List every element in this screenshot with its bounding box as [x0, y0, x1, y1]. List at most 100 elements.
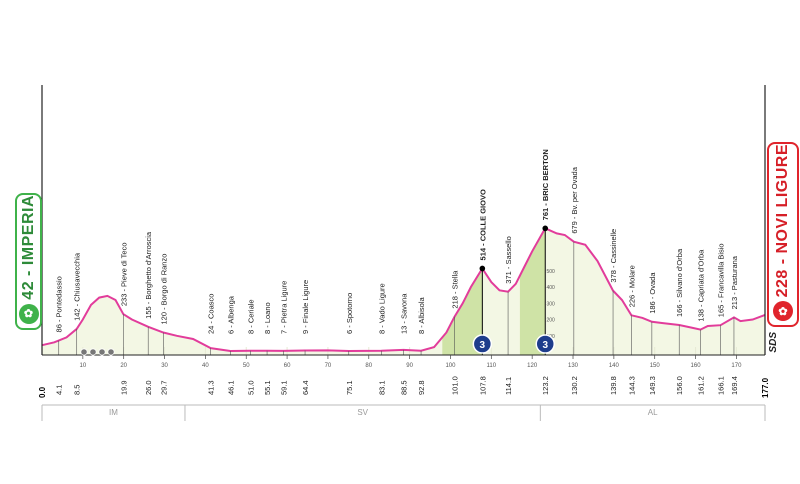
location-distance: 46.1 [226, 380, 235, 395]
location-distance: 51.0 [246, 380, 255, 395]
location-distance: 75.1 [345, 380, 354, 395]
location-label: 8 - Loano [263, 302, 272, 334]
location-label: 218 - Stella [451, 270, 460, 309]
location-distance: 114.1 [504, 377, 513, 395]
location-distance: 88.5 [400, 380, 409, 395]
location-label: 6 - Spotorno [345, 293, 354, 334]
finish-badge: 228 - NOVI LIGURE ✿ [767, 142, 799, 328]
location-label: 155 - Borghetto d'Arroscia [144, 231, 153, 319]
profile-area [42, 228, 765, 355]
location-label: 138 - Capriata d'Orba [696, 249, 705, 322]
region-label: SV [357, 408, 368, 417]
summit-dot [542, 225, 549, 232]
km-tick-label: 60 [284, 363, 291, 369]
km-tick-label: 90 [406, 363, 413, 369]
km-tick-label: 120 [527, 363, 538, 369]
sprint-dot-icon [89, 348, 97, 356]
finish-logo-icon: ✿ [773, 301, 793, 322]
location-label: 24 - Coasco [207, 294, 216, 334]
location-label: 6 - Albenga [226, 295, 235, 334]
location-distance: 144.3 [627, 376, 636, 395]
location-label: 142 - Chiusavecchia [73, 252, 82, 321]
region-label: AL [648, 408, 658, 417]
location-distance: 156.0 [675, 376, 684, 395]
location-label: 120 - Borgo di Ranzo [159, 254, 168, 325]
location-distance: 130.2 [570, 376, 579, 395]
km-tick-label: 150 [650, 363, 661, 369]
km-tick-label: 10 [80, 363, 87, 369]
location-label: 8 - Vado Ligure [377, 283, 386, 334]
km-tick-label: 50 [243, 363, 250, 369]
km-tick-label: 170 [731, 363, 742, 369]
location-distance: 4.1 [55, 385, 64, 395]
location-label: 213 - Pasturana [730, 255, 739, 309]
location-distance: 161.2 [696, 376, 705, 395]
elevation-tick-label: 200 [546, 318, 555, 324]
gpm-badge [535, 334, 555, 354]
location-label: 761 - BRIC BERTON [541, 149, 550, 220]
km-tick-label: 140 [609, 363, 620, 369]
route-distance: 177.0 [761, 377, 770, 398]
km-tick-label: 160 [691, 363, 702, 369]
region-label: IM [109, 408, 118, 417]
location-distance: 123.2 [541, 376, 550, 395]
elevation-tick-label: 400 [546, 285, 555, 291]
location-label: 378 - Cassinelle [609, 229, 618, 283]
location-distance: 55.1 [263, 380, 272, 395]
climb-area [519, 228, 546, 355]
finish-label: 228 - NOVI LIGURE [774, 144, 791, 298]
gpm-badge [472, 334, 493, 354]
location-distance: 166.1 [716, 376, 725, 395]
location-label: 371 - Sassello [504, 236, 513, 284]
location-distance: 107.8 [478, 376, 487, 395]
location-label: 8 - Albisola [417, 296, 426, 334]
location-distance: 149.3 [648, 376, 657, 395]
location-label: 186 - Ovada [648, 272, 657, 314]
km-tick-label: 70 [325, 363, 332, 369]
sprint-dot-icon [80, 348, 88, 356]
sds-mark: SDS [768, 332, 779, 353]
start-label: 42 - IMPERIA [19, 195, 37, 300]
km-tick-label: 100 [445, 363, 456, 369]
elevation-tick-label: 300 [546, 301, 555, 307]
gpm-category: 3 [542, 340, 548, 351]
location-distance: 26.0 [144, 380, 153, 395]
location-distance: 83.1 [377, 380, 386, 395]
start-badge: 42 - IMPERIA ✿ [15, 193, 42, 330]
start-logo-icon: ✿ [18, 303, 39, 324]
location-distance: 29.7 [159, 380, 168, 395]
km-tick-label: 80 [365, 363, 372, 369]
location-label: 8 - Ceriale [246, 299, 255, 334]
location-distance: 64.4 [301, 380, 310, 395]
km-tick-label: 130 [568, 363, 579, 369]
location-label: 226 - Molare [627, 265, 636, 307]
location-label: 13 - Savona [400, 293, 409, 334]
summit-dot [479, 265, 486, 272]
location-distance: 169.4 [730, 376, 739, 395]
km-tick-label: 40 [202, 363, 209, 369]
km-tick-label: 30 [161, 363, 168, 369]
location-label: 86 - Pontedassio [55, 276, 64, 332]
route-distance: 0.0 [38, 386, 47, 398]
location-label: 679 - Bv. per Ovada [570, 166, 579, 233]
location-distance: 59.1 [279, 380, 288, 395]
km-tick-label: 110 [487, 363, 497, 369]
location-label: 7 - Pietra Ligure [279, 281, 288, 334]
location-distance: 139.8 [609, 376, 618, 395]
km-tick-label: 20 [120, 363, 127, 369]
location-distance: 41.3 [207, 380, 216, 395]
profile-line [41, 227, 766, 353]
location-distance: 92.8 [417, 380, 426, 395]
location-label: 9 - Finale Ligure [301, 280, 310, 334]
location-label: 514 - COLLE GIOVO [478, 189, 487, 260]
location-label: 233 - Pieve di Teco [119, 242, 128, 306]
climb-area [442, 268, 483, 355]
location-distance: 8.5 [73, 385, 82, 395]
location-distance: 101.0 [451, 376, 460, 395]
sprint-dot-icon [107, 348, 115, 356]
sprint-dot-icon [98, 348, 106, 356]
location-distance: 19.9 [119, 380, 128, 395]
elevation-tick-label: 500 [546, 269, 555, 275]
location-label: 165 - Francavilla Bisio [716, 243, 725, 317]
